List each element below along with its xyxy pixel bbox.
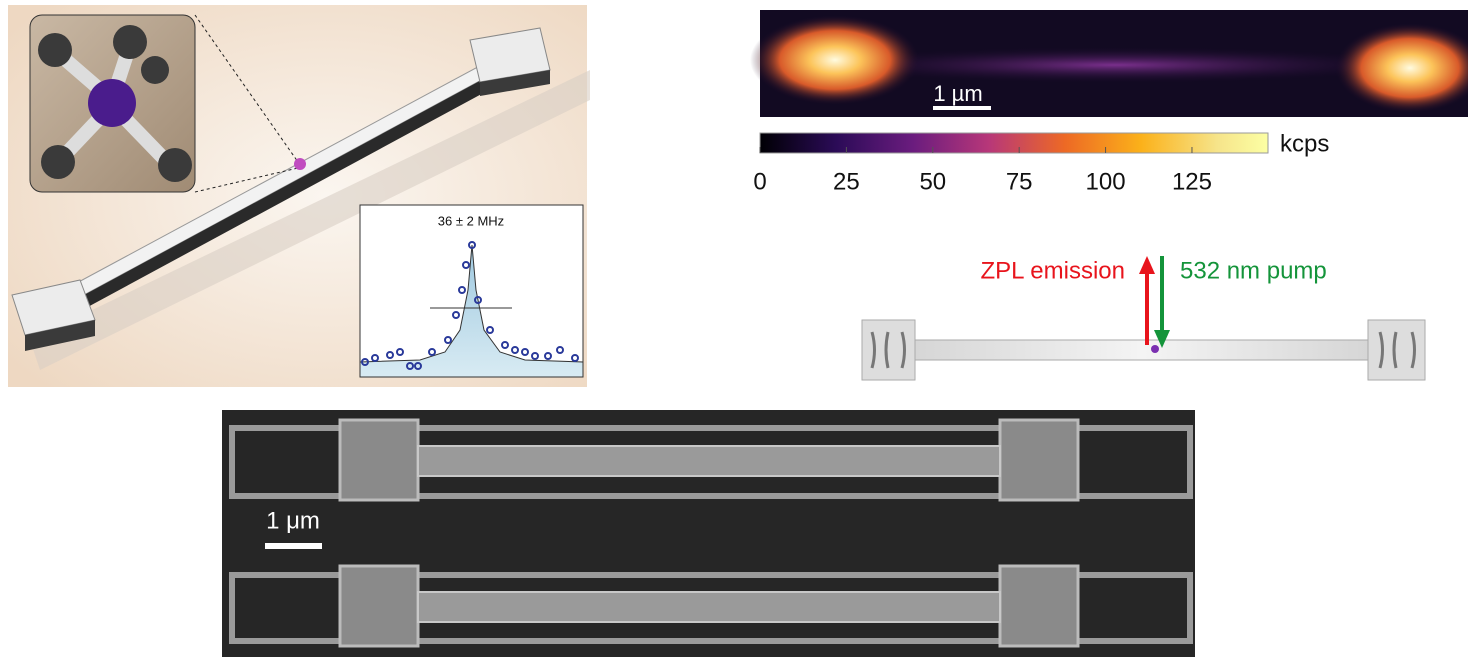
emitter bbox=[1151, 345, 1159, 353]
panel-c: ZPL emission 532 nm pump bbox=[862, 256, 1425, 380]
colorbar-tick-label: 125 bbox=[1172, 168, 1212, 195]
colorbar-tick-label: 75 bbox=[1006, 168, 1033, 195]
scale-bar-label: 1 μm bbox=[266, 507, 320, 534]
colorbar-tick-label: 100 bbox=[1086, 168, 1126, 195]
colorbar-tick-label: 50 bbox=[919, 168, 946, 195]
colorbar-tick-label: 25 bbox=[833, 168, 860, 195]
figure: 36 ± 2 MHz 1 µm 0 25 50 75 100 125 kcps ZPL e… bbox=[0, 0, 1468, 657]
emitter bbox=[294, 158, 306, 170]
panel-d: 1 μm bbox=[222, 410, 1195, 657]
pad bbox=[1368, 320, 1425, 380]
panel-a: 36 ± 2 MHz bbox=[8, 5, 590, 387]
pl-spot bbox=[750, 15, 920, 105]
pad bbox=[862, 320, 915, 380]
linewidth-label: 36 ± 2 MHz bbox=[438, 213, 504, 228]
panel-b: 1 µm 0 25 50 75 100 125 kcps bbox=[750, 10, 1468, 195]
arrowhead bbox=[1139, 256, 1155, 274]
scale-bar-label: 1 µm bbox=[933, 81, 982, 106]
scale-bar bbox=[933, 106, 991, 110]
colorbar-unit: kcps bbox=[1280, 130, 1329, 157]
scale-bar bbox=[265, 543, 322, 549]
pump-label: 532 nm pump bbox=[1180, 257, 1327, 284]
colorbar: 0 25 50 75 100 125 bbox=[753, 133, 1268, 195]
emission-label: ZPL emission bbox=[981, 257, 1126, 284]
colorbar-tick-label: 0 bbox=[753, 168, 766, 195]
beam bbox=[915, 340, 1368, 360]
